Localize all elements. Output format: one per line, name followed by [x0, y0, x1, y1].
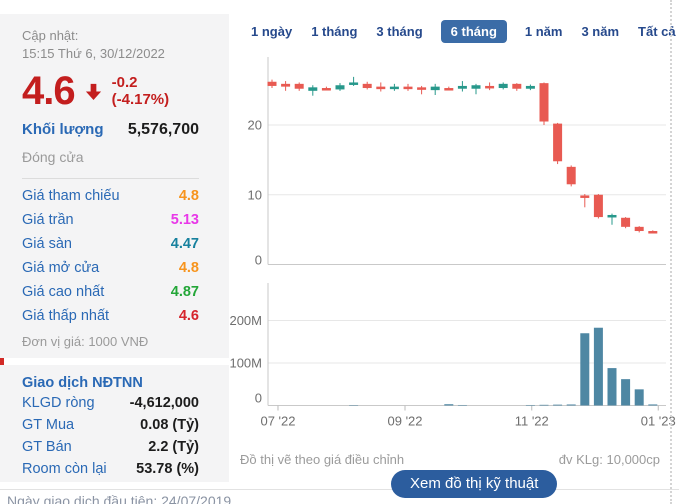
- volume-label: Khối lượng: [22, 121, 104, 139]
- price-row-label: Giá thấp nhất: [22, 308, 110, 325]
- bottom-divider: [0, 489, 679, 490]
- price-row-label: Giá sàn: [22, 236, 72, 253]
- price-row-1: Giá trần 5.13: [22, 208, 199, 232]
- svg-text:10: 10: [248, 187, 262, 202]
- volume-value: 5,576,700: [127, 121, 199, 139]
- foreign-row-2: GT Bán 2.2 (Tỷ): [22, 436, 199, 457]
- time-range-tab-3[interactable]: 6 tháng: [440, 20, 507, 43]
- foreign-row-3: Room còn lại 53.78 (%): [22, 458, 199, 479]
- foreign-row-0: KLGD ròng -4,612,000: [22, 392, 199, 413]
- last-price: 4.6: [22, 69, 76, 114]
- svg-text:09 '22: 09 '22: [388, 414, 423, 429]
- foreign-trading-panel: Giao dịch NĐTNN KLGD ròng -4,612,000 GT Mu…: [0, 365, 229, 482]
- price-row-value: 4.47: [170, 236, 199, 253]
- foreign-row-value: 0.08 (Tỷ): [140, 416, 199, 433]
- price-row-2: Giá sàn 4.47: [22, 232, 199, 256]
- price-row-label: Giá mở cửa: [22, 260, 100, 277]
- price-row-label: Giá cao nhất: [22, 284, 105, 301]
- foreign-row-label: KLGD ròng: [22, 394, 95, 411]
- price-down-arrow-icon: [84, 82, 103, 101]
- svg-text:0: 0: [255, 391, 262, 406]
- adjusted-price-note: Đồ thị vẽ theo giá điều chỉnh: [240, 452, 405, 467]
- svg-text:20: 20: [248, 118, 262, 133]
- foreign-row-value: 53.78 (%): [136, 460, 199, 477]
- updated-value: 15:15 Thứ 6, 30/12/2022: [22, 45, 165, 61]
- foreign-row-1: GT Mua 0.08 (Tỷ): [22, 414, 199, 435]
- svg-text:11 '22: 11 '22: [515, 414, 549, 429]
- price-row-5: Giá thấp nhất 4.6: [22, 304, 199, 328]
- svg-text:07 '22: 07 '22: [260, 414, 295, 429]
- time-range-tab-6[interactable]: Tất cả: [638, 24, 676, 39]
- foreign-trading-title: Giao dịch NĐTNN: [22, 375, 143, 391]
- time-range-tab-4[interactable]: 1 năm: [524, 24, 563, 39]
- price-row-4: Giá cao nhất 4.87: [22, 280, 199, 304]
- foreign-row-value: 2.2 (Tỷ): [148, 438, 199, 455]
- price-row-value: 5.13: [170, 212, 199, 229]
- price-row-label: Giá tham chiếu: [22, 188, 120, 205]
- close-state-label: Đóng cửa: [22, 149, 199, 180]
- svg-text:01 '23: 01 '23: [641, 414, 676, 429]
- foreign-row-label: Room còn lại: [22, 460, 107, 477]
- svg-text:0: 0: [255, 253, 262, 268]
- price-row-value: 4.8: [178, 260, 199, 277]
- technical-chart-button[interactable]: Xem đồ thị kỹ thuật: [391, 470, 558, 498]
- price-row-value: 4.6: [178, 308, 199, 325]
- first-trade-date-note: Ngày giao dịch đầu tiên: 24/07/2019: [7, 493, 232, 504]
- price-change: -0.2 (-4.17%): [111, 74, 170, 109]
- quote-info-panel: Cập nhật: 15:15 Thứ 6, 30/12/2022 4.6 -0…: [0, 14, 229, 358]
- foreign-trading-table: KLGD ròng -4,612,000 GT Mua 0.08 (Tỷ) GT Bán…: [22, 392, 199, 479]
- updated-label: Cập nhật:: [22, 28, 79, 43]
- widget-right-edge: [670, 0, 672, 504]
- foreign-row-label: GT Mua: [22, 416, 75, 433]
- price-row-label: Giá trần: [22, 212, 74, 229]
- svg-text:100M: 100M: [229, 356, 262, 371]
- price-row-value: 4.87: [170, 284, 199, 301]
- price-row-0: Giá tham chiếu 4.8: [22, 184, 199, 208]
- price-unit-note: Đơn vị giá: 1000 VNĐ: [22, 334, 149, 350]
- price-row-value: 4.8: [178, 188, 199, 205]
- volume-unit-note: đv KLg: 10,000cp: [558, 452, 660, 467]
- time-range-tab-2[interactable]: 3 tháng: [376, 24, 423, 39]
- time-range-tab-0[interactable]: 1 ngày: [251, 24, 293, 39]
- foreign-row-label: GT Bán: [22, 438, 72, 455]
- price-row-3: Giá mở cửa 4.8: [22, 256, 199, 280]
- time-range-tabs: 1 ngày 1 tháng 3 tháng 6 tháng 1 năm 3 năm Tất…: [250, 20, 679, 43]
- svg-text:200M: 200M: [229, 313, 262, 328]
- price-table: Giá tham chiếu 4.8 Giá trần 5.13 Giá sàn 4.47…: [22, 184, 199, 328]
- foreign-row-value: -4,612,000: [129, 394, 199, 411]
- time-range-tab-1[interactable]: 1 tháng: [311, 24, 358, 39]
- time-range-tab-5[interactable]: 3 năm: [581, 24, 620, 39]
